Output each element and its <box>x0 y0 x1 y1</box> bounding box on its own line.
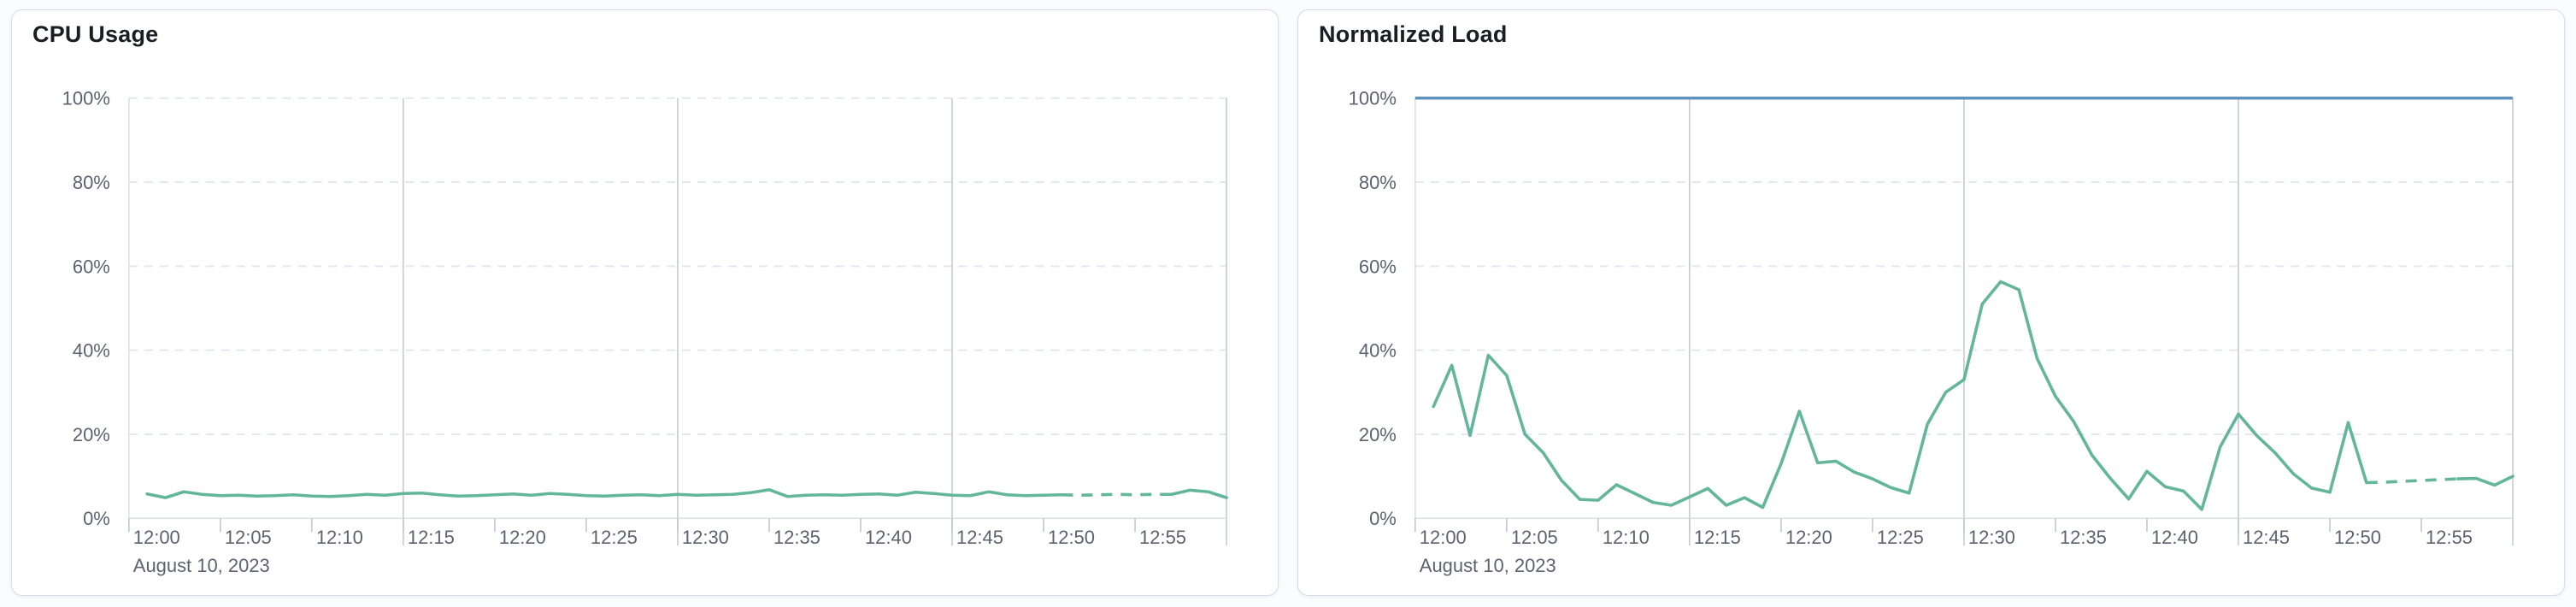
x-axis-label: 12:25 <box>1877 527 1924 548</box>
series-cpu-usage <box>1170 488 1228 499</box>
x-axis-label: 12:30 <box>682 527 729 548</box>
x-axis-label: 12:30 <box>1968 527 2015 548</box>
y-axis-label: 20% <box>1359 424 1397 445</box>
x-axis-label: 12:10 <box>1603 527 1650 548</box>
x-axis-label: 12:15 <box>408 527 455 548</box>
panel-title-normalized-load: Normalized Load <box>1319 21 1508 47</box>
y-axis-label: 60% <box>1359 256 1397 277</box>
x-axis-label: 12:00 <box>133 527 180 548</box>
x-axis-label: 12:35 <box>773 527 820 548</box>
x-axis-label: 12:50 <box>2334 527 2381 548</box>
x-axis-label: 12:55 <box>1139 527 1186 548</box>
x-axis-date-label: August 10, 2023 <box>133 555 270 576</box>
x-axis-label: 12:10 <box>316 527 363 548</box>
panel-title-cpu-usage: CPU Usage <box>32 21 159 47</box>
x-axis-label: 12:45 <box>956 527 1003 548</box>
y-axis-label: 80% <box>73 172 110 193</box>
series-normalized-load-forecast <box>2366 477 2458 485</box>
x-axis-label: 12:05 <box>1511 527 1558 548</box>
y-axis-label: 100% <box>1349 88 1397 109</box>
y-axis-label: 100% <box>62 88 110 109</box>
series-normalized-load <box>2456 474 2514 487</box>
y-axis-label: 0% <box>1369 508 1397 529</box>
x-axis-label: 12:40 <box>865 527 912 548</box>
x-axis-label: 12:50 <box>1048 527 1095 548</box>
y-axis-label: 60% <box>73 256 110 277</box>
x-axis-label: 12:40 <box>2151 527 2198 548</box>
x-axis-label: 12:35 <box>2060 527 2107 548</box>
series-cpu-usage-forecast <box>1062 492 1172 498</box>
series-normalized-load <box>1432 280 2368 511</box>
normalized-load-chart[interactable]: 0% 20% 40% 60% 80% 100% 12:00 12:05 12:10 12:15 12… <box>1298 10 2564 595</box>
x-axis-label: 12:55 <box>2426 527 2473 548</box>
x-axis-date-label: August 10, 2023 <box>1420 555 1556 576</box>
y-axis-label: 0% <box>83 508 110 529</box>
y-axis-label: 40% <box>73 340 110 362</box>
x-axis-label: 12:20 <box>1785 527 1832 548</box>
x-axis-label: 12:45 <box>2243 527 2290 548</box>
series-cpu-usage <box>145 488 1064 499</box>
y-axis-label: 40% <box>1359 340 1397 362</box>
normalized-load-panel: Normalized Load 0% 20% 40% 60% 80% 100% 12:00 1… <box>1297 9 2565 596</box>
cpu-usage-chart[interactable]: 0% 20% 40% 60% 80% 100% 12:00 12:05 12:10 12:15 12… <box>12 10 1278 595</box>
y-axis-label: 80% <box>1359 172 1397 193</box>
x-axis-label: 12:25 <box>591 527 638 548</box>
x-axis-label: 12:00 <box>1420 527 1467 548</box>
x-axis-label: 12:05 <box>225 527 272 548</box>
y-axis-label: 20% <box>73 424 110 445</box>
cpu-usage-panel: CPU Usage 0% 20% 40% 60% 80% 100% 12:00 12:05 12… <box>11 9 1279 596</box>
x-axis-label: 12:15 <box>1694 527 1741 548</box>
x-axis-label: 12:20 <box>499 527 546 548</box>
